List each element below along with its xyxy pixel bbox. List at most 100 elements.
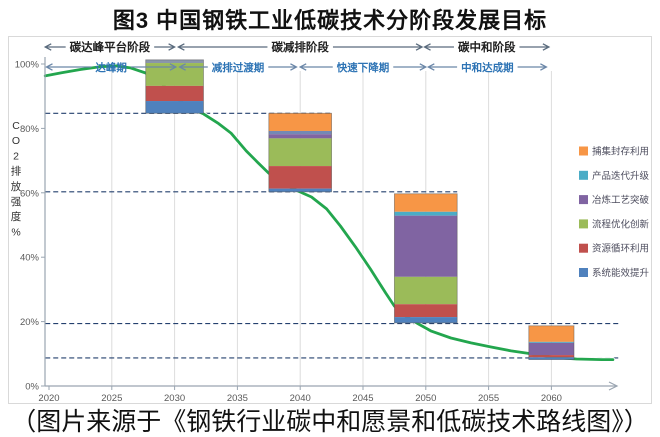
chart-text: 碳达峰平台阶段 xyxy=(70,40,151,54)
chart-text: 强 xyxy=(11,196,22,208)
legend-item-产品迭代升级: 产品迭代升级 xyxy=(579,170,650,182)
y-tick-label-20: 20% xyxy=(20,317,40,328)
x-tick-label-2060: 2060 xyxy=(541,393,562,404)
axes: 0% 20% 40% 60% 80% 100% 2020 2025 2030 2035 2040 20… xyxy=(15,57,619,404)
x-tick-label-2035: 2035 xyxy=(227,393,248,404)
period-arrow-快速下降期: 快速下降期 xyxy=(298,61,428,74)
bar-2030-segment-资源循环利用 xyxy=(145,85,204,102)
arrowhead-left xyxy=(43,43,52,51)
bar-2050-segment-流程优化创新 xyxy=(394,276,458,305)
bar-2030-segment-产品迭代升级 xyxy=(145,59,204,64)
stacked-bar-2060 xyxy=(528,325,575,360)
legend-item-资源循环利用: 资源循环利用 xyxy=(579,243,649,255)
legend-swatch-系统能效提升 xyxy=(579,268,588,277)
stacked-bar-2040 xyxy=(268,112,332,193)
arrowhead-left xyxy=(176,43,185,51)
bar-2060-segment-捕集封存利用 xyxy=(528,325,575,342)
arrowhead-right xyxy=(540,63,548,71)
bar-2040-segment-流程优化创新 xyxy=(268,138,332,167)
legend-item-流程优化创新: 流程优化创新 xyxy=(579,218,650,230)
bar-2050-outline xyxy=(393,193,458,324)
target-lines xyxy=(45,112,621,359)
x-tick-label-2020: 2020 xyxy=(38,393,59,404)
legend-swatch-捕集封存利用 xyxy=(579,146,588,156)
bar-2030-segment-流程优化创新 xyxy=(145,63,204,86)
chart-text: 2 xyxy=(13,150,19,162)
arrowhead-right xyxy=(415,43,424,51)
legend-label-资源循环利用: 资源循环利用 xyxy=(592,243,649,255)
x-axis-arrowhead xyxy=(608,381,619,391)
arrowhead-right xyxy=(168,43,176,51)
chart-text: % xyxy=(11,226,20,238)
arrowhead-right xyxy=(542,43,551,51)
bar-2050-segment-捕集封存利用 xyxy=(394,193,458,212)
y-tick-label-60: 60% xyxy=(20,188,40,199)
x-tick-label-2040: 2040 xyxy=(290,393,311,404)
bar-2050-segment-系统能效提升 xyxy=(394,317,458,323)
x-tick-label-2050: 2050 xyxy=(415,393,436,404)
chart-text: 中和达成期 xyxy=(461,61,514,74)
chart-text: 减排过渡期 xyxy=(212,61,265,74)
stage-arrow-碳中和阶段: 碳中和阶段 xyxy=(423,40,551,54)
bar-2060-outline xyxy=(528,325,575,360)
legend-swatch-冶炼工艺突破 xyxy=(579,195,588,205)
chart-text: C xyxy=(12,120,20,132)
legend-swatch-流程优化创新 xyxy=(579,219,588,229)
x-tick-label-2025: 2025 xyxy=(101,393,122,404)
bar-2050-segment-产品迭代升级 xyxy=(394,211,458,216)
arrowhead-left xyxy=(45,63,53,71)
bar-2040-segment-资源循环利用 xyxy=(268,166,332,189)
bar-2040-outline xyxy=(268,112,332,193)
legend-label-产品迭代升级: 产品迭代升级 xyxy=(592,170,650,182)
arrowhead-right xyxy=(419,63,428,71)
stacked-bar-2050 xyxy=(393,193,458,324)
chart-text: 碳中和阶段 xyxy=(458,40,516,54)
chart-text: 碳减排阶段 xyxy=(271,40,329,54)
y-tick-label-40: 40% xyxy=(20,253,40,264)
figure-source-caption: （图片来源于《钢铁行业碳中和愿景和低碳技术路线图》） xyxy=(11,409,649,436)
period-arrow-减排过渡期: 减排过渡期 xyxy=(178,61,298,74)
bar-2060-segment-产品迭代升级 xyxy=(528,341,575,343)
arrowhead-left xyxy=(426,63,435,71)
arrowhead-left xyxy=(178,63,186,71)
bar-2060-segment-资源循环利用 xyxy=(528,355,575,358)
y-tick-label-100: 100% xyxy=(15,60,40,71)
y-tick-label-0: 0% xyxy=(25,382,39,393)
legend-item-冶炼工艺突破: 冶炼工艺突破 xyxy=(579,194,650,206)
bar-2030-outline xyxy=(145,59,204,114)
stacked-bars xyxy=(145,59,575,360)
legend-item-系统能效提升: 系统能效提升 xyxy=(579,267,650,279)
legend-label-流程优化创新: 流程优化创新 xyxy=(592,218,650,230)
bar-2040-segment-系统能效提升 xyxy=(268,188,332,192)
stage-arrow-碳达峰平台阶段: 碳达峰平台阶段 xyxy=(43,40,176,54)
chart-canvas: 0% 20% 40% 60% 80% 100% 2020 2025 2030 2035 2040 20… xyxy=(11,40,650,404)
legend-item-捕集封存利用: 捕集封存利用 xyxy=(579,146,649,158)
bar-2050-segment-资源循环利用 xyxy=(394,304,458,318)
arrowhead-right xyxy=(290,63,298,71)
legend-swatch-资源循环利用 xyxy=(579,243,588,253)
arrowhead-left xyxy=(423,43,431,51)
legend-label-捕集封存利用: 捕集封存利用 xyxy=(592,146,649,158)
period-arrow-达峰期: 达峰期 xyxy=(45,61,178,74)
chart-text: 放 xyxy=(11,180,22,193)
chart-text: O xyxy=(12,135,20,147)
stage-arrow-碳减排阶段: 碳减排阶段 xyxy=(176,40,424,54)
x-tick-label-2055: 2055 xyxy=(478,393,499,404)
curve-line xyxy=(43,64,615,362)
bar-2040-segment-冶炼工艺突破 xyxy=(268,134,332,139)
chart-text: 排 xyxy=(11,165,22,178)
bar-2040-segment-产品迭代升级 xyxy=(268,130,332,135)
chart-text: 达峰期 xyxy=(95,61,127,74)
bar-2040-segment-捕集封存利用 xyxy=(268,113,332,131)
stacked-bar-2030 xyxy=(145,59,204,114)
bar-2050-segment-冶炼工艺突破 xyxy=(394,215,458,277)
y-tick-label-80: 80% xyxy=(20,124,40,135)
legend-label-冶炼工艺突破: 冶炼工艺突破 xyxy=(592,194,650,206)
chart-text: 度 xyxy=(11,210,22,223)
legend-label-系统能效提升: 系统能效提升 xyxy=(592,267,650,279)
arrowhead-right xyxy=(169,63,178,71)
bar-2060-segment-冶炼工艺突破 xyxy=(528,342,575,356)
